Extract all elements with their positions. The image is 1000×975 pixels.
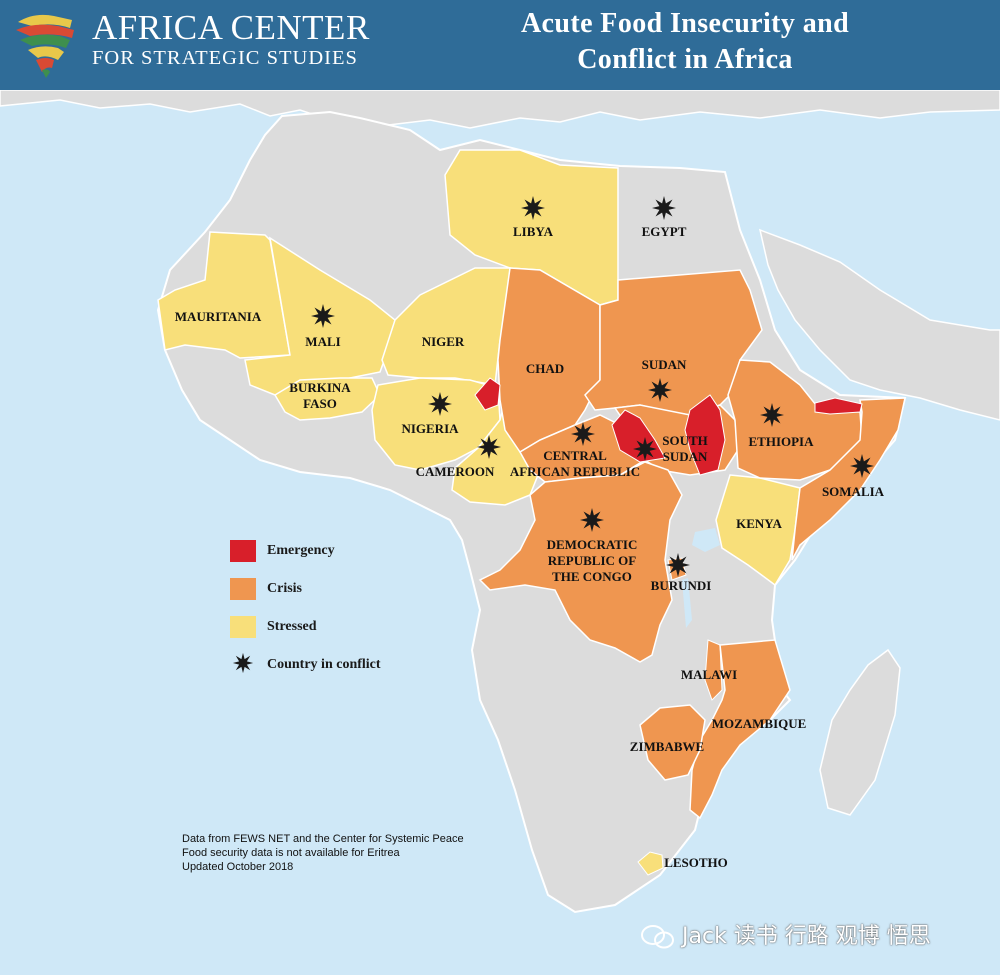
label-burundi: BURUNDI bbox=[651, 578, 712, 593]
conflict-star-icon bbox=[652, 196, 676, 220]
europe-landmass bbox=[0, 90, 1000, 129]
label-ethiopia: ETHIOPIA bbox=[748, 434, 814, 449]
conflict-star-icon bbox=[850, 454, 874, 478]
legend-label-conflict: Country in conflict bbox=[267, 657, 381, 672]
label-egypt: EGYPT bbox=[642, 224, 687, 239]
label-libya: LIBYA bbox=[513, 224, 554, 239]
note-updated: Updated October 2018 bbox=[182, 861, 294, 873]
madagascar bbox=[819, 648, 901, 816]
label-mozambique: MOZAMBIQUE bbox=[712, 716, 807, 731]
label-somalia: SOMALIA bbox=[822, 484, 885, 499]
label-drc-2: REPUBLIC OF bbox=[548, 553, 637, 568]
label-drc-3: THE CONGO bbox=[552, 569, 632, 584]
country-mozambique bbox=[689, 639, 791, 820]
conflict-star-icon bbox=[633, 437, 657, 461]
conflict-star-icon bbox=[760, 403, 784, 427]
legend-star-icon bbox=[232, 652, 254, 674]
label-lesotho: LESOTHO bbox=[664, 855, 728, 870]
emergency-lake-chad bbox=[474, 377, 501, 411]
africa-center-logo-icon bbox=[16, 14, 74, 78]
header-bar: AFRICA CENTER FOR STRATEGIC STUDIES Acut… bbox=[0, 0, 1000, 90]
label-niger: NIGER bbox=[422, 334, 465, 349]
label-sudan: SUDAN bbox=[642, 357, 687, 372]
legend-swatch-crisis bbox=[230, 578, 256, 600]
conflict-markers bbox=[311, 196, 874, 577]
label-drc-1: DEMOCRATIC bbox=[547, 537, 638, 552]
label-burkina-1: BURKINA bbox=[289, 380, 351, 395]
lake-victoria bbox=[692, 528, 720, 552]
conflict-star-icon bbox=[521, 196, 545, 220]
legend-swatch-emergency bbox=[230, 540, 256, 562]
map-title-line-2: Conflict in Africa bbox=[577, 44, 793, 75]
conflict-star-icon bbox=[477, 435, 501, 459]
country-nigeria bbox=[371, 377, 501, 471]
legend-label-emergency: Emergency bbox=[267, 543, 335, 558]
legend-label-stressed: Stressed bbox=[267, 619, 317, 634]
country-zimbabwe bbox=[639, 704, 706, 781]
org-subtitle: FOR STRATEGIC STUDIES bbox=[92, 47, 358, 69]
data-notes: Data from FEWS NET and the Center for Sy… bbox=[182, 832, 464, 874]
label-burkina-2: FASO bbox=[303, 396, 337, 411]
label-cameroon: CAMEROON bbox=[416, 464, 495, 479]
conflict-star-icon bbox=[571, 422, 595, 446]
africa-map: LIBYA EGYPT MAURITANIA MALI NIGER CHAD S… bbox=[0, 90, 1000, 914]
emergency-south-sudan-east bbox=[684, 394, 726, 476]
emergency-somaliland bbox=[814, 397, 863, 415]
label-nigeria: NIGERIA bbox=[401, 421, 459, 436]
label-south-sudan-1: SOUTH bbox=[662, 433, 708, 448]
country-somalia bbox=[791, 397, 906, 561]
label-zimbabwe: ZIMBABWE bbox=[630, 739, 704, 754]
label-car-2: AFRICAN REPUBLIC bbox=[510, 464, 640, 479]
label-malawi: MALAWI bbox=[681, 667, 737, 682]
note-source: Data from FEWS NET and the Center for Sy… bbox=[182, 833, 464, 845]
country-kenya bbox=[715, 474, 801, 587]
country-burkina-faso bbox=[273, 377, 381, 421]
arabia-landmass bbox=[758, 228, 1000, 421]
org-name: AFRICA CENTER bbox=[92, 8, 370, 47]
label-mauritania: MAURITANIA bbox=[175, 309, 262, 324]
country-drc bbox=[478, 461, 683, 663]
country-lesotho bbox=[637, 851, 664, 876]
lake-tanganyika bbox=[682, 578, 692, 628]
watermark-text: Jack 读书 行路 观博 悟思 bbox=[682, 924, 931, 949]
conflict-star-icon bbox=[580, 508, 604, 532]
conflict-star-icon bbox=[428, 392, 452, 416]
legend-swatch-stressed bbox=[230, 616, 256, 638]
country-malawi bbox=[704, 639, 723, 701]
label-kenya: KENYA bbox=[736, 516, 782, 531]
conflict-star-icon bbox=[311, 304, 335, 328]
label-mali: MALI bbox=[305, 334, 340, 349]
note-eritrea: Food security data is not available for … bbox=[182, 847, 400, 859]
wechat-icon bbox=[641, 925, 674, 949]
label-chad: CHAD bbox=[526, 361, 564, 376]
map-title-line-1: Acute Food Insecurity and bbox=[520, 8, 850, 39]
label-car-1: CENTRAL bbox=[543, 448, 607, 463]
label-south-sudan-2: SUDAN bbox=[663, 449, 708, 464]
legend-label-crisis: Crisis bbox=[267, 581, 302, 596]
conflict-star-icon bbox=[666, 553, 690, 577]
conflict-star-icon bbox=[648, 378, 672, 402]
country-mauritania bbox=[157, 231, 291, 359]
watermark: Jack 读书 行路 观博 悟思 bbox=[640, 918, 931, 951]
